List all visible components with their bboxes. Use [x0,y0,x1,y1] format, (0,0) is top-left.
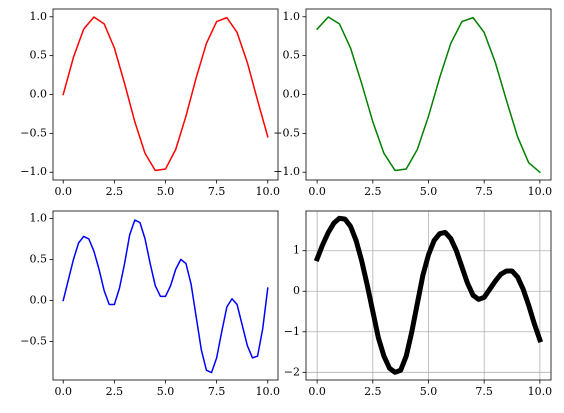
plot-area [62,219,269,374]
subplot: 0.0 2.5 5.0 7.5 10.0 −1.0 −0.5 0.0 0.5 1.0 [20,8,281,198]
x-tick-label: 7.5 [208,385,226,398]
plot-area [313,215,544,375]
x-tick-label: 2.5 [364,385,382,398]
y-tick-label: 0.5 [30,49,48,62]
x-tick-label: 5.0 [157,385,175,398]
subplot: 0.0 2.5 5.0 7.5 10.0 −0.5 0.0 0.5 1.0 [20,210,281,398]
axes-frame [52,8,279,181]
subplot: 0.0 2.5 5.0 7.5 10.0 −1.0 −0.5 0.0 0.5 1.0 [273,8,553,198]
y-tick-label: −0.5 [20,334,47,347]
subplot: 0.0 2.5 5.0 7.5 10.0 −2 −1 0 1 [284,210,553,398]
data-line [316,16,541,174]
y-tick-label: −2 [284,365,300,378]
y-tick-label: −0.5 [273,126,300,139]
y-tick-label: 0.0 [30,88,48,101]
x-tick-label: 5.0 [157,185,175,198]
y-tick-label: 0.5 [30,252,48,265]
y-tick-label: −1.0 [273,165,300,178]
y-tick-label: −1 [284,325,300,338]
x-tick-label: 0.0 [54,385,72,398]
y-tick-label: −0.5 [20,126,47,139]
x-tick-label: 0.0 [54,185,72,198]
axes-frame [52,210,279,381]
data-line [313,215,544,375]
x-tick-label: 0.0 [308,385,326,398]
y-tick-label: 0.5 [283,49,301,62]
x-tick-label: 5.0 [420,385,438,398]
x-tick-label: 7.5 [208,185,226,198]
x-tick-label: 0.0 [308,185,326,198]
x-tick-label: 10.0 [256,185,281,198]
x-tick-label: 7.5 [475,185,493,198]
x-tick-label: 2.5 [364,185,382,198]
data-line [62,219,269,374]
y-tick-label: 1.0 [30,10,48,23]
x-tick-label: 7.5 [475,385,493,398]
x-tick-label: 5.0 [420,185,438,198]
y-tick-label: 0.0 [30,293,48,306]
data-line [62,16,269,172]
y-tick-label: 1.0 [283,10,301,23]
y-tick-label: 1.0 [30,211,48,224]
x-tick-label: 10.0 [256,385,281,398]
y-tick-label: 0.0 [283,88,301,101]
axes-frame [305,8,552,181]
y-tick-label: −1.0 [20,165,47,178]
plot-area [62,16,269,172]
x-tick-label: 10.0 [528,185,553,198]
x-tick-label: 10.0 [528,385,553,398]
axes-frame [305,210,552,381]
plot-area [316,16,541,174]
y-tick-label: 1 [293,244,300,257]
x-tick-label: 2.5 [106,385,124,398]
x-tick-label: 2.5 [106,185,124,198]
y-tick-label: 0 [293,284,300,297]
